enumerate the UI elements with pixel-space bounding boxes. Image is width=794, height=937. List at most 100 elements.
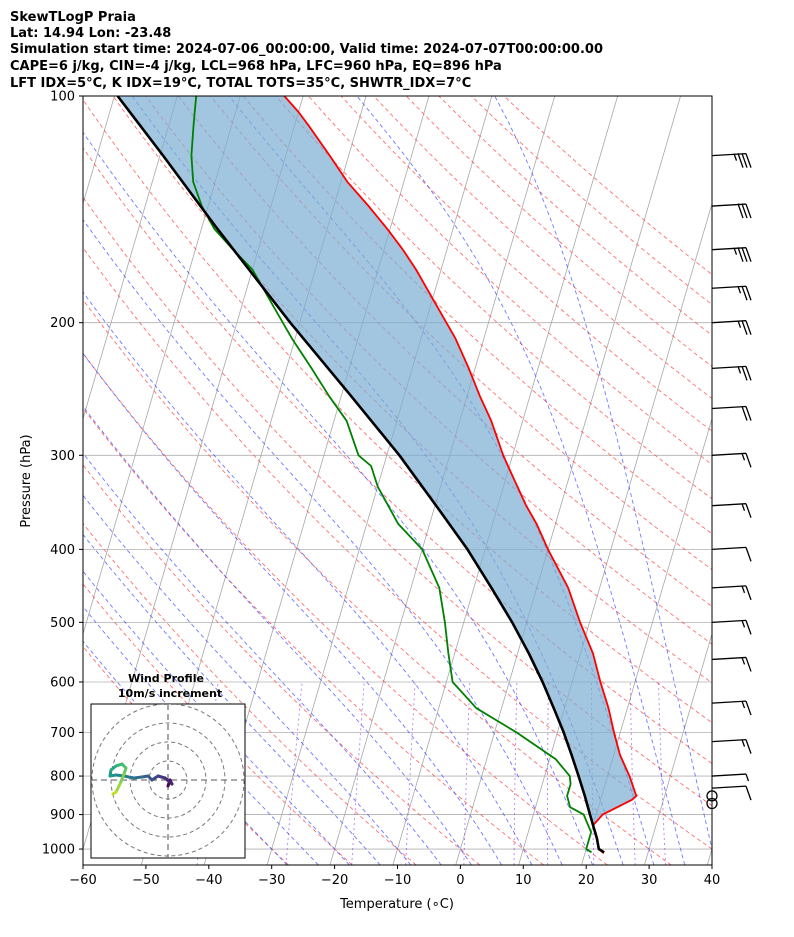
wind-barb [711, 247, 752, 262]
moist-adiabat [83, 405, 472, 865]
dry-adiabat [210, 96, 712, 571]
wind-barb [711, 152, 752, 168]
moist-adiabat [83, 291, 533, 865]
hodograph-trace [163, 776, 174, 786]
y-tick-label: 600 [50, 675, 75, 690]
x-tick-label: −10 [384, 873, 411, 888]
title-line-location: Lat: 14.94 Lon: -23.48 [10, 26, 171, 41]
x-tick-label: −60 [69, 873, 96, 888]
dry-adiabat [308, 96, 712, 466]
cape-area [117, 96, 637, 849]
y-tick-label: 700 [50, 726, 75, 741]
x-tick-label: −30 [258, 873, 285, 888]
y-tick-label: 400 [50, 543, 75, 558]
dry-adiabat [83, 246, 712, 850]
x-tick-label: 40 [704, 873, 721, 888]
dry-adiabat [83, 196, 712, 807]
hodograph-trace [122, 774, 136, 780]
moist-adiabat [83, 131, 594, 865]
moist-adiabat [494, 96, 712, 851]
moist-adiabat [83, 452, 442, 865]
wind-barb [711, 773, 750, 782]
moist-adiabat [83, 219, 563, 865]
hodograph-trace [111, 790, 118, 796]
dry-adiabat [275, 96, 712, 500]
mixing-ratio-line [629, 682, 636, 865]
calm-wind-marker [706, 790, 718, 802]
wind-barb [711, 405, 752, 421]
hodograph-inset: Wind Profile 10m/s increment [90, 672, 246, 859]
isotherm-gridline [83, 96, 178, 421]
dry-adiabat [83, 299, 672, 865]
wind-barb [711, 503, 752, 518]
x-tick-label: 10 [515, 873, 532, 888]
wind-barb [711, 585, 752, 601]
y-tick-label: 100 [50, 90, 75, 105]
wind-barb [711, 365, 752, 381]
mixing-ratio-line [285, 681, 303, 865]
temperature-line [283, 96, 638, 854]
dry-adiabat [83, 147, 712, 765]
x-axis-label: Temperature (∘C) [339, 897, 454, 912]
moist-adiabat [83, 352, 503, 865]
wind-barb [711, 452, 752, 468]
wind-barb [711, 656, 752, 672]
x-tick-label: −20 [321, 873, 348, 888]
y-tick-label: 300 [50, 449, 75, 464]
moist-adiabat [356, 96, 686, 865]
x-tick-label: −50 [132, 873, 159, 888]
hodograph-trace [118, 772, 126, 786]
y-axis-ticks: 1000 900 800 700 600 500 400 300 200 100 [42, 90, 83, 858]
wind-barb [711, 619, 752, 635]
calm-wind-marker [706, 797, 718, 810]
parcel-line [116, 96, 605, 854]
title-line-indices: LFT IDX=5°C, K IDX=19°C, TOTAL TOTS=35°C… [10, 76, 471, 91]
wind-barb [711, 785, 752, 801]
isotherm-gridline [455, 96, 681, 865]
isotherm-gridline [770, 96, 794, 865]
wind-barb [711, 203, 752, 219]
y-tick-label: 1000 [42, 843, 75, 858]
wind-barb [711, 285, 752, 301]
mixing-ratio-line [405, 681, 416, 865]
wind-barb [711, 738, 752, 754]
x-axis-ticks: −60 −50 −40 −30 −20 −10 0 10 20 30 40 [69, 865, 720, 888]
x-tick-label: 20 [578, 873, 595, 888]
profile-lines [116, 96, 638, 854]
wind-barbs [706, 152, 752, 810]
isotherm-gridline [518, 202, 712, 865]
isotherm-gridline [83, 96, 241, 636]
moist-adiabat [83, 606, 319, 865]
title-line-station: SkewTLogP Praia [10, 10, 136, 25]
mixing-ratio-line [351, 681, 365, 865]
isotherm-gridline [581, 417, 712, 865]
y-tick-label: 900 [50, 808, 75, 823]
dry-adiabat [83, 407, 544, 865]
y-axis-label: Pressure (hPa) [19, 434, 34, 527]
chart-title-block: SkewTLogP Praia Lat: 14.94 Lon: -23.48 S… [10, 10, 603, 91]
hodograph-subtitle: 10m/s increment [118, 687, 222, 700]
isotherm-gridline [644, 632, 712, 865]
dry-adiabat [340, 96, 712, 432]
wind-barb [711, 320, 752, 335]
mixing-ratio-line [463, 681, 471, 865]
y-tick-label: 800 [50, 770, 75, 785]
dry-adiabat [83, 583, 353, 865]
isotherm-gridline [706, 847, 712, 865]
mixing-ratio-line [658, 681, 666, 865]
x-tick-label: 0 [456, 873, 464, 888]
title-line-cape: CAPE=6 j/kg, CIN=-4 j/kg, LCL=968 hPa, L… [10, 59, 502, 74]
hodograph-title: Wind Profile [128, 672, 204, 685]
moist-adiabat [83, 533, 381, 865]
y-tick-label: 500 [50, 616, 75, 631]
y-tick-label: 200 [50, 316, 75, 331]
mixing-ratio-line [547, 681, 549, 865]
dry-adiabat [242, 96, 712, 535]
isotherm-gridline [266, 96, 493, 865]
x-tick-label: −40 [195, 873, 222, 888]
x-tick-label: 30 [641, 873, 658, 888]
wind-barb [711, 546, 752, 562]
wind-barb [711, 700, 752, 716]
title-line-times: Simulation start time: 2024-07-06_00:00:… [10, 42, 603, 57]
